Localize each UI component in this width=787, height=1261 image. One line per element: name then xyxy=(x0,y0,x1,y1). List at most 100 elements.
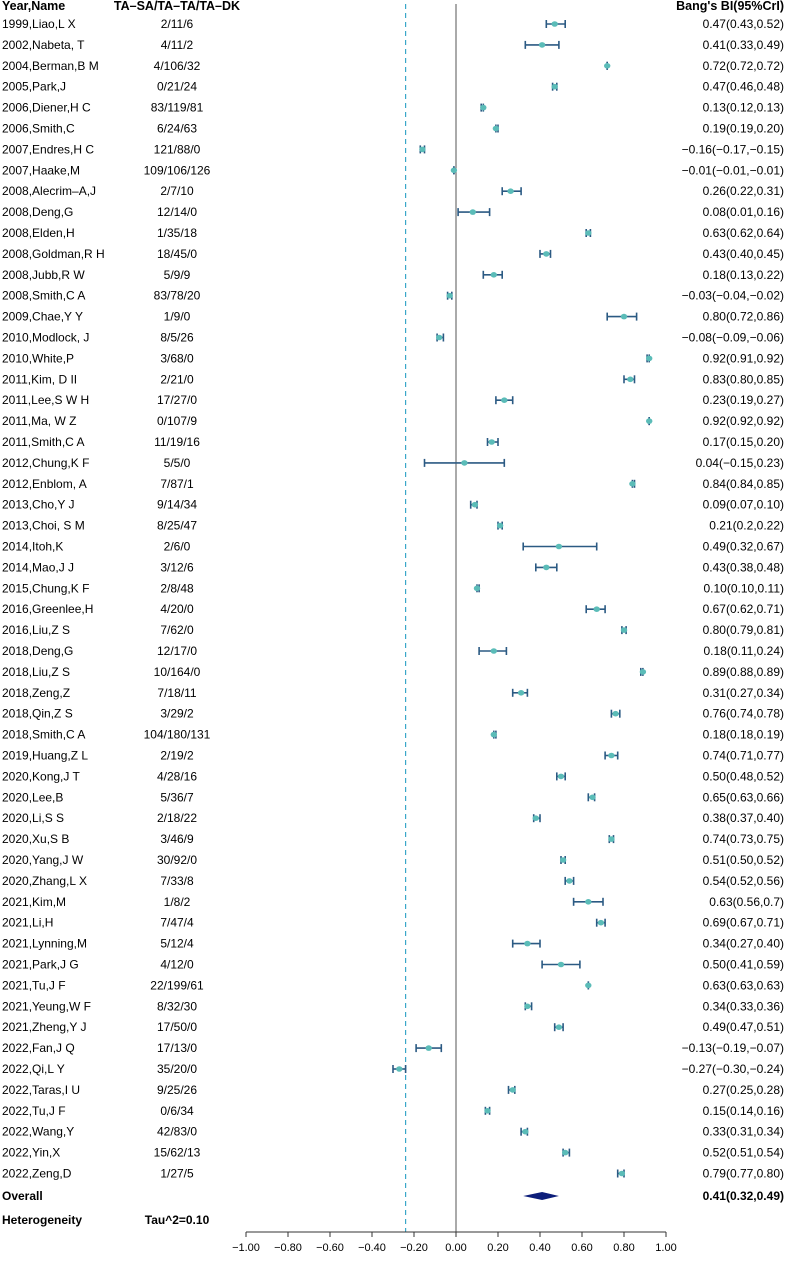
study-row: 2015,Chung,K F 2/8/48 0.10(0.10,0.11) xyxy=(2,581,784,595)
study-counts: 1/27/5 xyxy=(160,1167,194,1181)
point-estimate xyxy=(589,794,596,801)
study-name: 2020,Zhang,L X xyxy=(2,874,87,888)
point-estimate xyxy=(618,1170,626,1177)
point-estimate xyxy=(604,63,611,69)
study-row: 2020,Lee,B 5/36/7 0.65(0.63,0.66) xyxy=(2,790,784,804)
study-name: 2006,Smith,C xyxy=(2,122,75,136)
study-counts: 9/25/26 xyxy=(157,1083,197,1097)
study-counts: 12/17/0 xyxy=(157,644,197,658)
study-name: 2008,Elden,H xyxy=(2,226,75,240)
study-counts: 1/9/0 xyxy=(164,310,191,324)
study-estimate: −0.01(−0.01,−0.01) xyxy=(682,163,784,177)
study-name: 2022,Yin,X xyxy=(2,1146,60,1160)
study-name: 2011,Kim, D II xyxy=(2,372,77,386)
study-row: 2014,Mao,J J 3/12/6 0.43(0.38,0.48) xyxy=(2,560,784,574)
study-name: 2011,Ma, W Z xyxy=(2,414,76,428)
study-name: 2010,White,P xyxy=(2,351,74,365)
study-estimate: 0.80(0.79,0.81) xyxy=(703,623,784,637)
study-estimate: 0.10(0.10,0.11) xyxy=(703,581,784,595)
study-estimate: 0.17(0.15,0.20) xyxy=(703,435,784,449)
study-row: 2018,Smith,C A 104/180/131 0.18(0.18,0.19) xyxy=(2,728,784,742)
study-name: 2022,Taras,I U xyxy=(2,1083,80,1097)
study-name: 2008,Goldman,R H xyxy=(2,247,105,261)
study-row: 2022,Zeng,D 1/27/5 0.79(0.77,0.80) xyxy=(2,1167,784,1181)
point-estimate xyxy=(543,251,550,257)
study-row: 2004,Berman,B M 4/106/32 0.72(0.72,0.72) xyxy=(2,59,784,73)
study-name: 2021,Kim,M xyxy=(2,895,66,909)
study-counts: 5/9/9 xyxy=(164,268,191,282)
study-counts: 2/6/0 xyxy=(164,540,191,554)
point-estimate xyxy=(597,919,605,926)
point-estimate xyxy=(425,1045,432,1051)
point-estimate xyxy=(555,543,563,550)
study-estimate: 0.74(0.71,0.77) xyxy=(703,749,784,763)
study-name: 2008,Alecrim–A,J xyxy=(2,184,96,198)
study-name: 2020,Xu,S B xyxy=(2,832,69,846)
study-counts: 0/21/24 xyxy=(157,80,197,94)
study-row: 2007,Endres,H C 121/88/0 −0.16(−0.17,−0.15… xyxy=(2,142,784,156)
point-estimate xyxy=(492,125,500,132)
study-estimate: 0.23(0.19,0.27) xyxy=(703,393,784,407)
point-estimate xyxy=(488,439,495,445)
point-estimate xyxy=(551,21,558,27)
study-estimate: 0.84(0.84,0.85) xyxy=(703,477,784,491)
study-counts: 2/7/10 xyxy=(160,184,194,198)
study-name: 2004,Berman,B M xyxy=(2,59,99,73)
study-name: 2014,Mao,J J xyxy=(2,560,74,574)
study-estimate: 0.21(0.2,0.22) xyxy=(709,519,784,533)
study-counts: 15/62/13 xyxy=(154,1146,201,1160)
study-estimate: 0.38(0.37,0.40) xyxy=(703,811,784,825)
x-tick-label: −0.40 xyxy=(358,1242,386,1254)
point-estimate xyxy=(490,272,497,278)
study-row: 2022,Qi,L Y 35/20/0 −0.27(−0.30,−0.24) xyxy=(2,1062,784,1076)
study-estimate: 0.43(0.40,0.45) xyxy=(703,247,784,261)
study-row: 2013,Cho,Y J 9/14/34 0.09(0.07,0.10) xyxy=(2,498,784,512)
study-name: 2018,Liu,Z S xyxy=(2,665,70,679)
overall-diamond xyxy=(523,1192,559,1200)
study-counts: 5/5/0 xyxy=(164,456,191,470)
study-counts: 4/106/32 xyxy=(154,59,201,73)
study-row: 2020,Kong,J T 4/28/16 0.50(0.48,0.52) xyxy=(2,769,784,783)
study-name: 2021,Zheng,Y J xyxy=(2,1020,87,1034)
study-counts: 104/180/131 xyxy=(144,728,211,742)
study-estimate: 0.47(0.43,0.52) xyxy=(703,17,784,31)
study-counts: 9/14/34 xyxy=(157,498,197,512)
study-estimate: 0.18(0.13,0.22) xyxy=(703,268,784,282)
study-name: 2019,Huang,Z L xyxy=(2,749,88,763)
study-counts: 0/107/9 xyxy=(157,414,197,428)
study-name: 2022,Wang,Y xyxy=(2,1125,74,1139)
point-estimate xyxy=(480,104,487,111)
study-estimate: 0.67(0.62,0.71) xyxy=(703,602,784,616)
study-name: 2014,Itoh,K xyxy=(2,540,63,554)
study-row: 2012,Enblom, A 7/87/1 0.84(0.84,0.85) xyxy=(2,477,784,491)
study-row: 2010,Modlock, J 8/5/26 −0.08(−0.09,−0.06) xyxy=(2,331,784,345)
study-row: 2018,Zeng,Z 7/18/11 0.31(0.27,0.34) xyxy=(2,686,784,700)
study-row: 2016,Liu,Z S 7/62/0 0.80(0.79,0.81) xyxy=(2,623,784,637)
point-estimate xyxy=(627,376,634,383)
point-estimate xyxy=(436,334,443,341)
study-name: 2020,Kong,J T xyxy=(2,769,81,783)
study-row: 2022,Yin,X 15/62/13 0.52(0.51,0.54) xyxy=(2,1146,784,1160)
point-estimate xyxy=(538,42,546,48)
study-name: 2012,Chung,K F xyxy=(2,456,89,470)
point-estimate xyxy=(524,940,531,947)
header-counts: TA–SA/TA–TA/TA–DK xyxy=(114,0,240,13)
x-tick-label: −1.00 xyxy=(232,1242,260,1254)
point-estimate xyxy=(450,167,458,174)
study-name: 2006,Diener,H C xyxy=(2,101,91,115)
study-row: 2018,Liu,Z S 10/164/0 0.89(0.88,0.89) xyxy=(2,665,784,679)
study-counts: 109/106/126 xyxy=(144,163,211,177)
study-row: 2014,Itoh,K 2/6/0 0.49(0.32,0.67) xyxy=(2,540,784,554)
study-name: 2018,Deng,G xyxy=(2,644,73,658)
study-counts: 3/46/9 xyxy=(160,832,194,846)
header-study: Year,Name xyxy=(2,0,65,13)
point-estimate xyxy=(419,146,426,153)
study-name: 2022,Fan,J Q xyxy=(2,1041,75,1055)
study-name: 2018,Qin,Z S xyxy=(2,707,73,721)
point-estimate xyxy=(471,501,479,508)
study-counts: 6/24/63 xyxy=(157,122,197,136)
point-estimate xyxy=(396,1066,403,1072)
point-estimate xyxy=(608,836,615,842)
study-row: 2008,Alecrim–A,J 2/7/10 0.26(0.22,0.31) xyxy=(2,184,784,198)
